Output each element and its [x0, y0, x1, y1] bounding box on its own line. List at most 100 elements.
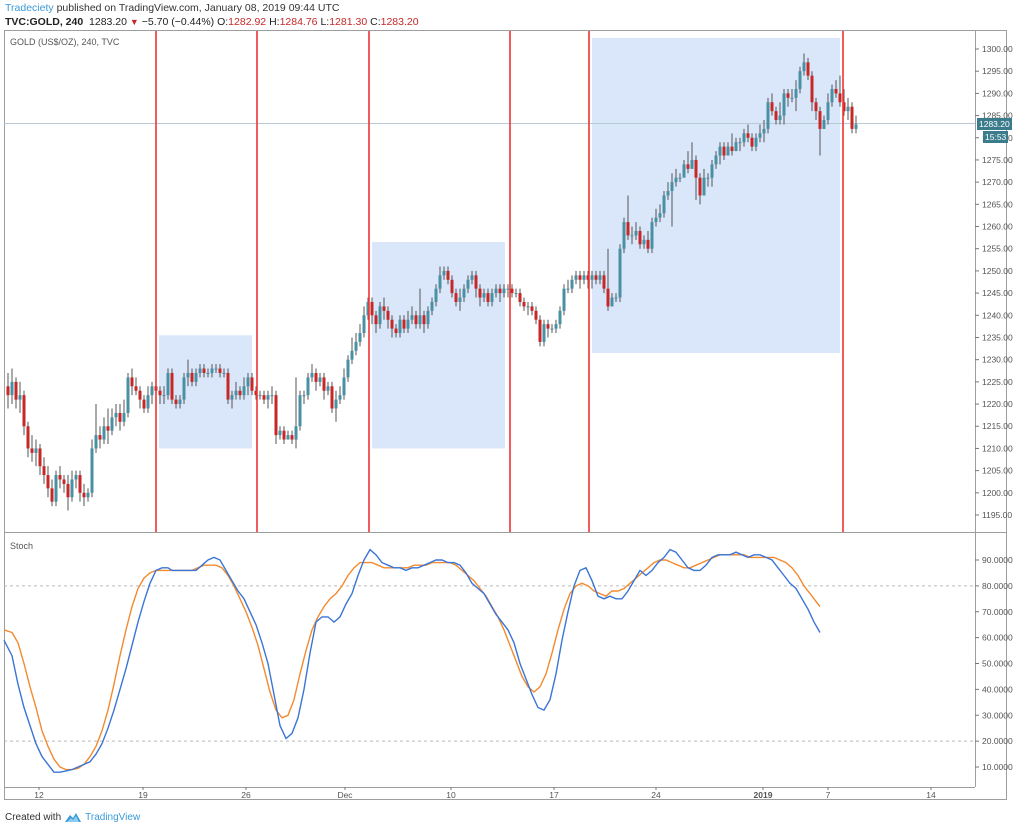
- candle-body: [670, 182, 674, 192]
- candle-body: [182, 377, 186, 400]
- candle-body: [234, 390, 238, 396]
- price-tick-label: 1295.00: [982, 66, 1013, 76]
- candle-body: [798, 71, 802, 89]
- candle-body: [422, 315, 426, 325]
- candle-body: [146, 395, 150, 409]
- candle-body: [470, 275, 474, 280]
- price-tick-label: 1270.00: [982, 177, 1013, 187]
- candle-body: [570, 279, 574, 289]
- candle-body: [758, 133, 762, 138]
- candle-body: [450, 279, 454, 294]
- stoch-pane-title: Stoch: [10, 541, 34, 551]
- candle-body: [430, 301, 434, 311]
- candle-body: [198, 368, 202, 373]
- candle-body: [38, 448, 42, 467]
- publish-text: published on TradingView.com, January 08…: [56, 2, 340, 14]
- candle-body: [810, 75, 814, 103]
- candle-body: [498, 288, 502, 294]
- time-tick-label: 10: [446, 790, 456, 800]
- candle-body: [78, 475, 82, 493]
- candle-body: [42, 466, 46, 476]
- candle-body: [546, 324, 550, 329]
- candle-body: [542, 324, 546, 342]
- candle-body: [134, 386, 138, 391]
- author-link[interactable]: Tradeciety: [5, 2, 54, 14]
- candle-body: [830, 88, 834, 103]
- price-tick-label: 1225.00: [982, 377, 1013, 387]
- candle-body: [438, 275, 442, 289]
- price-change: −5.70 (−0.44%): [141, 16, 215, 28]
- candle-body: [790, 97, 794, 99]
- candle-body: [434, 288, 438, 302]
- open-label: O:: [217, 16, 229, 28]
- candle-body: [406, 319, 410, 329]
- high-value: 1284.76: [279, 16, 318, 28]
- high-label: H:: [269, 16, 280, 28]
- candle-body: [690, 159, 694, 169]
- candle-body: [98, 435, 102, 440]
- candle-body: [342, 377, 346, 396]
- candle-body: [622, 222, 626, 249]
- candle-body: [734, 142, 738, 152]
- close-value: 1283.20: [380, 16, 419, 28]
- price-tick-label: 1245.00: [982, 288, 1013, 298]
- candle-body: [82, 492, 86, 498]
- candle-body: [474, 275, 478, 289]
- stoch-tick-label: 20.0000: [982, 736, 1013, 746]
- candle-body: [302, 395, 306, 397]
- price-pane-title: GOLD (US$/OZ), 240, TVC: [10, 37, 120, 47]
- candle-body: [802, 62, 806, 72]
- close-label: C:: [370, 16, 381, 28]
- candle-body: [166, 372, 170, 396]
- candle-body: [706, 177, 710, 179]
- countdown-badge: 15:53: [983, 131, 1009, 143]
- candle-body: [778, 115, 782, 121]
- candle-body: [682, 164, 686, 178]
- candle-body: [506, 288, 510, 290]
- last-price: 1283.20: [89, 16, 127, 28]
- candle-body: [294, 426, 298, 440]
- candle-body: [594, 275, 598, 280]
- candle-body: [326, 386, 330, 391]
- candle-body: [402, 319, 406, 329]
- candle-body: [398, 319, 402, 334]
- candle-body: [414, 315, 418, 325]
- candle-body: [354, 341, 358, 351]
- candle-body: [770, 102, 774, 112]
- candle-body: [522, 301, 526, 307]
- candle-body: [118, 412, 122, 422]
- price-tick-label: 1235.00: [982, 332, 1013, 342]
- footer: Created with TradingView: [5, 812, 140, 823]
- time-tick-label: 7: [826, 790, 831, 800]
- candle-body: [854, 124, 858, 129]
- candle-body: [250, 377, 254, 391]
- candle-body: [666, 191, 670, 196]
- candle-body: [242, 386, 246, 396]
- candle-body: [266, 395, 270, 400]
- candle-body: [794, 88, 798, 98]
- candle-body: [814, 102, 818, 112]
- time-tick-label: 26: [241, 790, 251, 800]
- candle-body: [598, 275, 602, 280]
- price-tick-label: 1255.00: [982, 244, 1013, 254]
- candle-body: [626, 222, 630, 236]
- price-tick-label: 1230.00: [982, 355, 1013, 365]
- candle-body: [694, 159, 698, 178]
- price-tick-label: 1265.00: [982, 199, 1013, 209]
- candle-body: [610, 297, 614, 307]
- candle-body: [54, 475, 58, 502]
- candle-body: [782, 93, 786, 116]
- last-price-badge: 1283.20: [977, 118, 1012, 130]
- candle-body: [842, 102, 846, 112]
- tradingview-link[interactable]: TradingView: [85, 812, 141, 823]
- candle-body: [590, 275, 594, 280]
- candle-body: [14, 381, 18, 400]
- low-label: L:: [320, 16, 330, 28]
- publish-info: Tradeciety published on TradingView.com,…: [5, 2, 339, 14]
- stoch-tick-label: 40.0000: [982, 684, 1013, 694]
- candle-body: [650, 222, 654, 249]
- stoch-tick-label: 50.0000: [982, 659, 1013, 669]
- candle-body: [170, 372, 174, 400]
- candle-body: [246, 377, 250, 387]
